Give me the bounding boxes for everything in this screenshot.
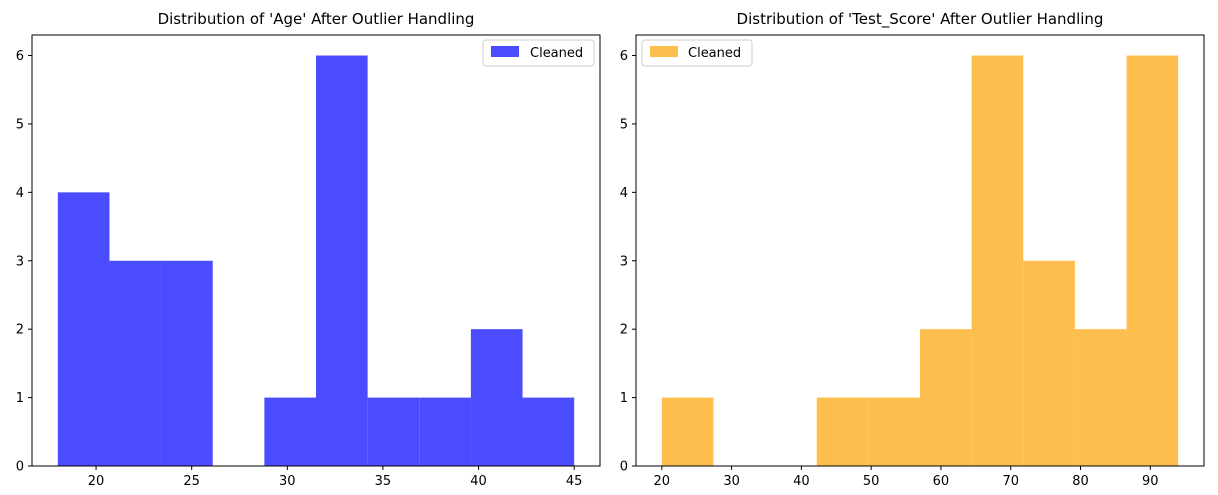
age-x-tick-label: 45 <box>566 474 583 489</box>
age-x-tick-label: 40 <box>470 474 487 489</box>
test-score-chart: Distribution of 'Test_Score' After Outli… <box>620 10 1205 489</box>
age-x-tick-label: 20 <box>88 474 105 489</box>
age-bar-5 <box>264 397 316 466</box>
test-score-bar-7 <box>971 55 1024 467</box>
age-y-tick-label: 1 <box>16 391 24 406</box>
age-legend-swatch <box>491 46 519 57</box>
test-score-y-tick-label: 6 <box>620 49 628 64</box>
age-x-tick-label: 35 <box>375 474 392 489</box>
test-score-y-tick-label: 0 <box>620 460 628 475</box>
test-score-y-tick-label: 3 <box>620 254 628 269</box>
age-chart: Distribution of 'Age' After Outlier Hand… <box>16 10 601 489</box>
test-score-legend-swatch <box>650 46 678 57</box>
test-score-x-tick-label: 70 <box>1002 474 1019 489</box>
test-score-x-tick-label: 20 <box>654 474 671 489</box>
test-score-bar-10 <box>1126 55 1179 467</box>
test-score-bar-9 <box>1074 329 1127 466</box>
test-score-bar-4 <box>816 397 869 466</box>
test-score-x-tick-label: 40 <box>793 474 810 489</box>
test-score-x-tick-label: 60 <box>933 474 950 489</box>
test-score-bar-1 <box>661 397 714 466</box>
test-score-x-tick-label: 90 <box>1142 474 1159 489</box>
test-score-y-tick-label: 5 <box>620 117 628 132</box>
test-score-x-axis: 20 30 40 50 60 70 80 90 <box>654 466 1159 489</box>
test-score-chart-title: Distribution of 'Test_Score' After Outli… <box>737 10 1104 29</box>
age-x-tick-label: 25 <box>183 474 200 489</box>
age-bar-10 <box>522 397 575 466</box>
test-score-x-tick-label: 30 <box>723 474 740 489</box>
age-y-tick-label: 5 <box>16 117 24 132</box>
test-score-y-tick-label: 1 <box>620 391 628 406</box>
age-bar-3 <box>161 260 213 466</box>
age-y-axis: 0 1 2 3 4 5 6 <box>16 49 32 475</box>
age-legend-label: Cleaned <box>530 46 583 61</box>
test-score-plot-frame <box>635 34 1205 467</box>
test-score-bars <box>661 55 1179 467</box>
age-y-tick-label: 4 <box>16 186 24 201</box>
age-bar-9 <box>470 329 523 466</box>
age-bar-2 <box>109 260 162 466</box>
test-score-legend-label: Cleaned <box>688 46 741 61</box>
test-score-y-tick-label: 4 <box>620 186 628 201</box>
age-plot-frame <box>31 34 601 467</box>
age-y-tick-label: 2 <box>16 323 24 338</box>
age-y-tick-label: 3 <box>16 254 24 269</box>
test-score-x-tick-label: 80 <box>1072 474 1089 489</box>
test-score-legend: Cleaned <box>641 39 753 67</box>
age-legend: Cleaned <box>482 39 595 67</box>
age-chart-title: Distribution of 'Age' After Outlier Hand… <box>158 10 475 28</box>
test-score-bar-8 <box>1023 260 1075 466</box>
test-score-bar-6 <box>920 329 972 466</box>
age-bar-1 <box>57 192 110 466</box>
age-bars <box>57 55 575 467</box>
age-bar-7 <box>367 397 420 466</box>
age-bar-6 <box>316 55 368 467</box>
age-x-tick-label: 30 <box>279 474 296 489</box>
test-score-y-axis: 0 1 2 3 4 5 6 <box>620 49 636 475</box>
test-score-x-tick-label: 50 <box>863 474 880 489</box>
test-score-y-tick-label: 2 <box>620 323 628 338</box>
age-y-tick-label: 0 <box>16 460 24 475</box>
age-bar-8 <box>419 397 471 466</box>
test-score-bar-5 <box>868 397 920 466</box>
age-y-tick-label: 6 <box>16 49 24 64</box>
age-x-axis: 20 25 30 35 40 45 <box>88 466 583 489</box>
